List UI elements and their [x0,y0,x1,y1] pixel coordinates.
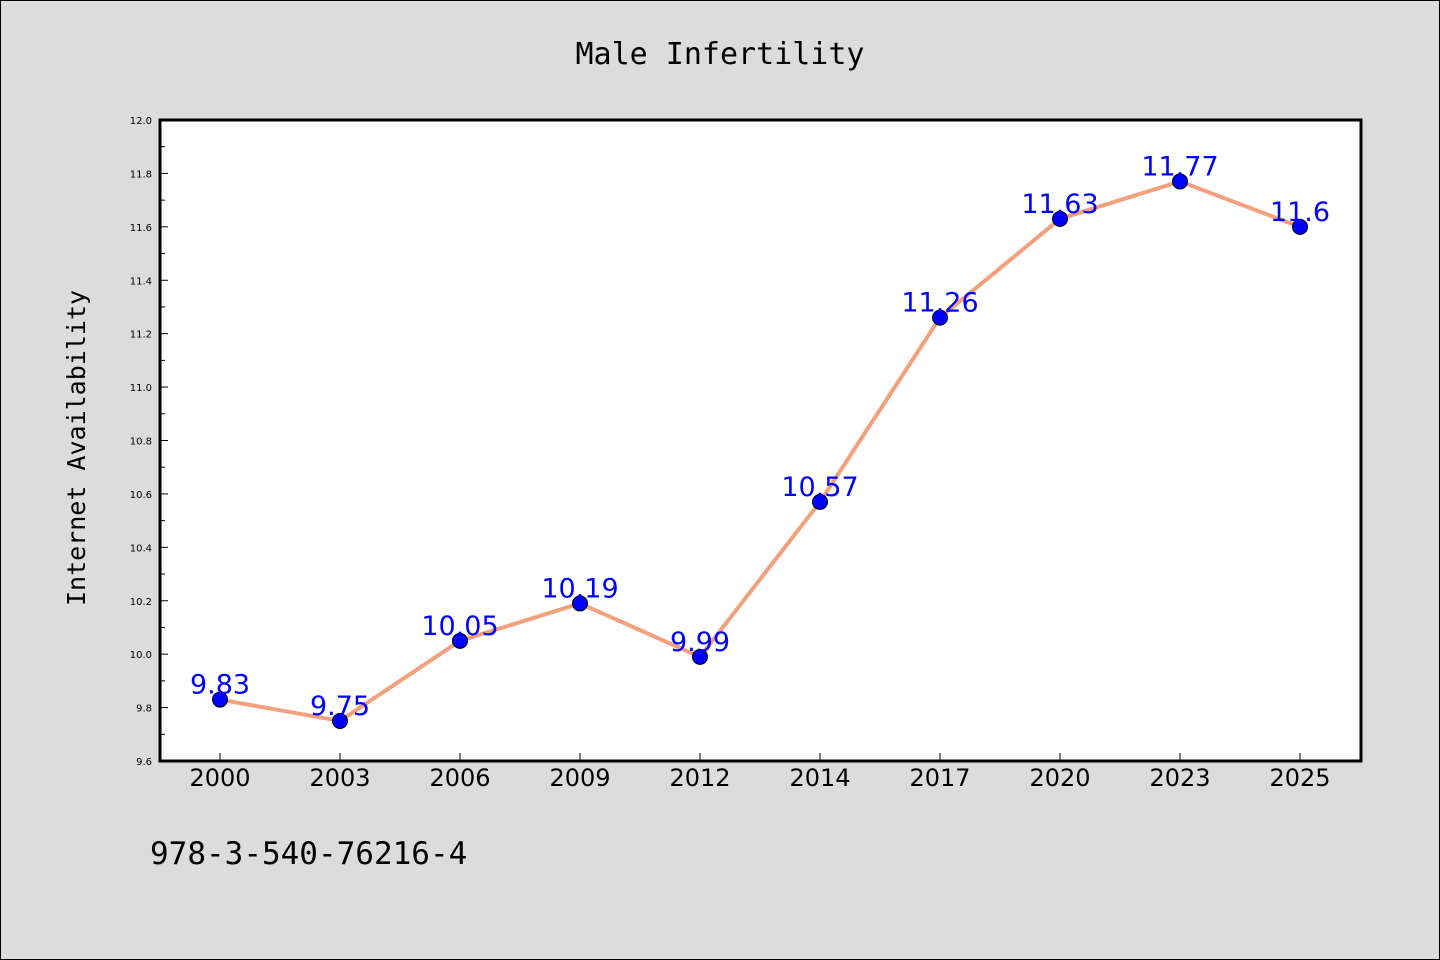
data-point [1172,173,1188,190]
x-tick-label: 2025 [1269,764,1330,792]
series-markers [212,173,1308,729]
x-tick-label: 2000 [189,764,250,792]
data-point [692,648,708,665]
y-tick-label: 10.2 [130,597,152,608]
data-point [1052,210,1068,227]
chart-title: Male Infertility [576,37,865,72]
x-tick-label: 2006 [429,764,490,792]
data-label: 11.63 [1021,189,1098,220]
y-tick-label: 10.0 [130,650,152,661]
data-label: 11.6 [1270,197,1330,228]
x-tick-label: 2003 [309,764,370,792]
data-labels: 9.83 9.75 10.05 10.19 9.99 10.57 11.26 11.63 11.… [190,151,1330,722]
y-tick-label: 10.8 [130,437,152,448]
x-tick-label: 2020 [1029,764,1090,792]
series-polyline [219,179,1301,723]
x-tick-label: 2014 [789,764,850,792]
x-tick-label: 2023 [1149,764,1210,792]
data-point [212,691,228,708]
data-point [332,712,348,729]
y-axis-label: Internet Availability [62,290,91,606]
series-line [219,179,1301,723]
data-label: 9.99 [670,627,730,658]
y-tick-label: 11.2 [130,330,152,341]
y-tick-label: 11.8 [130,169,152,180]
y-tick-label: 9.8 [136,704,152,715]
data-point [452,632,468,649]
data-label: 10.05 [421,611,498,642]
data-label: 10.19 [541,573,618,604]
y-tick-label: 9.6 [136,757,152,768]
y-tick-label: 11.0 [130,383,152,394]
y-tick-label: 10.6 [130,490,152,501]
y-tick-label: 10.4 [130,543,152,554]
y-tick-label: 11.4 [130,276,152,287]
x-tick-label: 2009 [549,764,610,792]
data-point [932,309,948,326]
isbn-text: 978-3-540-76216-4 [150,836,467,872]
data-point [572,595,588,612]
data-point [1292,218,1308,235]
data-label: 9.75 [310,691,370,722]
y-tick-label: 11.6 [130,223,152,234]
x-tick-label: 2012 [669,764,730,792]
plot-area [158,118,1363,763]
data-label: 11.77 [1141,151,1218,182]
y-tick-label: 12.0 [130,116,152,127]
data-label: 9.83 [190,670,250,701]
data-label: 11.26 [901,288,978,319]
data-point [812,493,828,510]
data-label: 10.57 [781,472,858,503]
x-axis: 2000 2003 2006 2009 2012 2014 2017 2020 2023 2025 [189,753,1331,792]
x-tick-label: 2017 [909,764,970,792]
y-axis: 9.6 9.8 10.0 10.2 10.4 10.6 10.8 11.0 11.2 11.4 11… [130,116,168,768]
